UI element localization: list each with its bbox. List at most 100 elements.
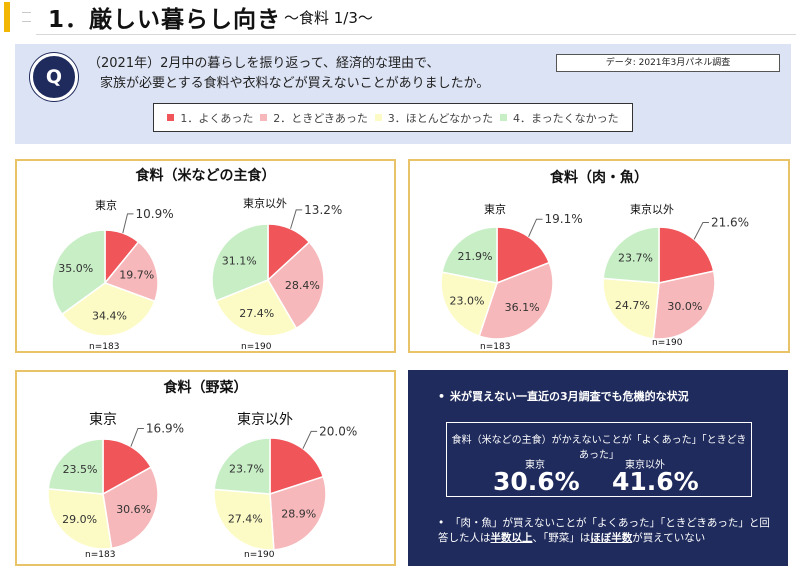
menu-icon — [22, 12, 31, 22]
pie-leader-line — [528, 218, 543, 237]
pie-chart-meat-tokyo: 19.1% 36.1% 23.0% 21.9% — [440, 212, 583, 340]
legend-swatch-often — [167, 114, 175, 121]
pie-group-veg: 16.9% 30.6% 29.0% 23.5% 20.0% 28.9% 27.4% 23.7… — [47, 421, 357, 551]
pie-value-label-rarely: 27.4% — [239, 307, 274, 320]
legend-label-often: 1．よくあった — [180, 111, 254, 125]
summary-bullet-2-text-mid: 、「野菜」は — [532, 532, 591, 544]
region-label-tokyo: 東京 — [484, 203, 506, 216]
pie-slice-sometimes — [269, 475, 327, 551]
legend-item-often: 1．よくあった — [167, 110, 253, 126]
panel-staple-food: 食料（米などの主食） 東京 東京以外 n=183 n=190 10.9% 19.7… — [15, 159, 396, 353]
panel-vegetables: 食料（野菜） 東京 東京以外 n=183 n=190 16.9% 30.6% 29.… — [15, 370, 396, 566]
region-label-outside-tokyo: 東京以外 — [630, 203, 674, 216]
pie-value-label-sometimes: 19.7% — [119, 268, 154, 281]
legend-swatch-rarely — [374, 114, 382, 121]
sample-size-tokyo: n=183 — [89, 342, 120, 352]
pie-chart-meat-outside-tokyo: 21.6% 30.0% 24.7% 23.7% — [602, 216, 749, 340]
pie-slice-never — [211, 223, 269, 302]
pie-chart-veg-tokyo: 16.9% 30.6% 29.0% 23.5% — [47, 421, 184, 550]
pie-value-label-sometimes: 30.6% — [116, 503, 151, 516]
sample-size-tokyo: n=183 — [85, 550, 116, 560]
pie-value-label-never: 23.5% — [63, 463, 98, 476]
chart-legend: 1．よくあった 2．ときどきあった 3．ほとんどなかった 4．まったくなかった — [153, 103, 633, 132]
pie-leader-line — [122, 213, 134, 234]
pie-value-label-never: 23.7% — [618, 251, 653, 264]
pie-value-label-sometimes: 28.9% — [281, 507, 316, 520]
pie-value-label-never: 31.1% — [222, 255, 257, 268]
pie-slice-never — [602, 226, 660, 284]
question-text-line2: 家族が必要とする食料や衣料などが買えないことがありましたか。 — [100, 76, 490, 91]
legend-swatch-sometimes — [260, 114, 268, 121]
pie-slice-sometimes — [103, 240, 159, 303]
panel-title-veg: 食料（野菜） — [163, 380, 248, 396]
legend-item-sometimes: 2．ときどきあった — [260, 110, 368, 126]
sample-size-tokyo: n=183 — [480, 342, 511, 352]
panel-title-meat: 食料（肉・魚） — [550, 170, 648, 186]
pie-slice-rarely — [61, 282, 156, 337]
pie-slice-rarely — [213, 488, 275, 551]
pie-leader-line — [290, 209, 303, 229]
legend-swatch-never — [500, 114, 508, 121]
summary-value-outside-tokyo: 41.6% — [612, 467, 699, 496]
pie-value-label-sometimes: 30.0% — [667, 300, 702, 313]
pie-value-label-often: 21.6% — [711, 216, 749, 230]
summary-region-outside-tokyo: 東京以外 — [625, 460, 665, 471]
pie-slice-often — [269, 437, 325, 496]
sample-size-outside-tokyo: n=190 — [241, 342, 272, 352]
summary-emphasis-almost-half: ほぼ半数 — [590, 532, 633, 544]
pie-slice-never — [51, 229, 106, 316]
summary-bullet-1-text: 米が買えない一直近の3月調査でも危機的な状況 — [450, 390, 689, 403]
pie-value-label-often: 20.0% — [319, 424, 357, 438]
pie-slice-rarely — [602, 277, 660, 340]
header-accent-bar — [4, 2, 10, 32]
pie-value-label-rarely: 23.0% — [449, 294, 484, 307]
region-label-tokyo: 東京 — [89, 412, 117, 428]
pie-value-label-rarely: 24.7% — [615, 299, 650, 312]
page-subtitle: ～食料 1/3～ — [284, 9, 373, 27]
pie-slice-sometimes — [267, 241, 325, 330]
summary-bullet-1: • 米が買えない一直近の3月調査でも危機的な状況 — [438, 388, 689, 404]
pie-slice-sometimes — [102, 466, 159, 550]
pie-slice-rarely — [215, 279, 298, 337]
summary-panel: • 米が買えない一直近の3月調査でも危機的な状況 食料（米などの主食）がかえないこ… — [408, 370, 788, 566]
pie-slice-never — [441, 226, 498, 284]
bullet-dot: • — [438, 517, 445, 529]
page-title: 1．厳しい暮らし向き — [48, 7, 282, 33]
pie-slice-often — [658, 226, 715, 284]
pie-value-label-often: 19.1% — [544, 212, 582, 226]
pie-slice-often — [496, 226, 551, 285]
pie-leader-line — [130, 427, 144, 447]
summary-bullet-2-text: 「肉・魚」が買えないことが「よくあった」「ときどきあった」と回答した人は — [438, 517, 770, 544]
pie-value-label-sometimes: 28.4% — [285, 279, 320, 292]
question-text-line1: （2021年）2月中の暮らしを振り返って、経済的な理由で、 — [88, 56, 440, 71]
pie-value-label-often: 10.9% — [135, 207, 173, 221]
pie-value-label-never: 23.7% — [229, 462, 264, 475]
question-icon: Q — [30, 53, 78, 101]
pie-group-meat: 19.1% 36.1% 23.0% 21.9% 21.6% 30.0% 24.7% 23.7… — [440, 212, 749, 340]
data-source-label: データ: 2021年3月パネル調査 — [556, 54, 780, 72]
summary-bullet-2: • 「肉・魚」が買えないことが「よくあった」「ときどきあった」と回答した人は半数以… — [438, 516, 778, 546]
pie-slice-rarely — [440, 271, 498, 338]
summary-box-title: 食料（米などの主食）がかえないことが「よくあった」「ときどきあった」 — [451, 435, 747, 461]
legend-label-rarely: 3．ほとんどなかった — [387, 111, 494, 125]
sample-size-outside-tokyo: n=190 — [652, 338, 683, 348]
bullet-dot: • — [438, 390, 446, 403]
pie-leader-line — [693, 222, 709, 240]
pie-value-label-rarely: 27.4% — [228, 512, 263, 525]
pie-value-label-rarely: 34.4% — [92, 310, 127, 323]
panel-title-staple: 食料（米などの主食） — [135, 168, 276, 184]
pie-chart-staple-tokyo: 10.9% 19.7% 34.4% 35.0% — [51, 207, 174, 337]
summary-highlight-box: 食料（米などの主食）がかえないことが「よくあった」「ときどきあった」 東京 30… — [446, 422, 752, 497]
legend-item-rarely: 3．ほとんどなかった — [374, 110, 494, 126]
pie-value-label-often: 16.9% — [146, 421, 184, 435]
pie-group-staple: 10.9% 19.7% 34.4% 35.0% 13.2% 28.4% 27.4% 31.1… — [51, 203, 342, 337]
panel-meat-fish: 食料（肉・魚） 東京 東京以外 n=183 n=190 19.1% 36.1% 23… — [408, 159, 790, 353]
pie-value-label-rarely: 29.0% — [62, 513, 97, 526]
pie-value-label-sometimes: 36.1% — [505, 301, 540, 314]
summary-emphasis-majority: 半数以上 — [490, 532, 533, 544]
legend-item-never: 4．まったくなかった — [500, 110, 619, 126]
pie-chart-staple-outside-tokyo: 13.2% 28.4% 27.4% 31.1% — [211, 203, 342, 337]
legend-label-sometimes: 2．ときどきあった — [273, 111, 368, 125]
region-label-outside-tokyo: 東京以外 — [243, 197, 287, 210]
summary-bullet-2-text-end: が買えていない — [632, 532, 706, 544]
